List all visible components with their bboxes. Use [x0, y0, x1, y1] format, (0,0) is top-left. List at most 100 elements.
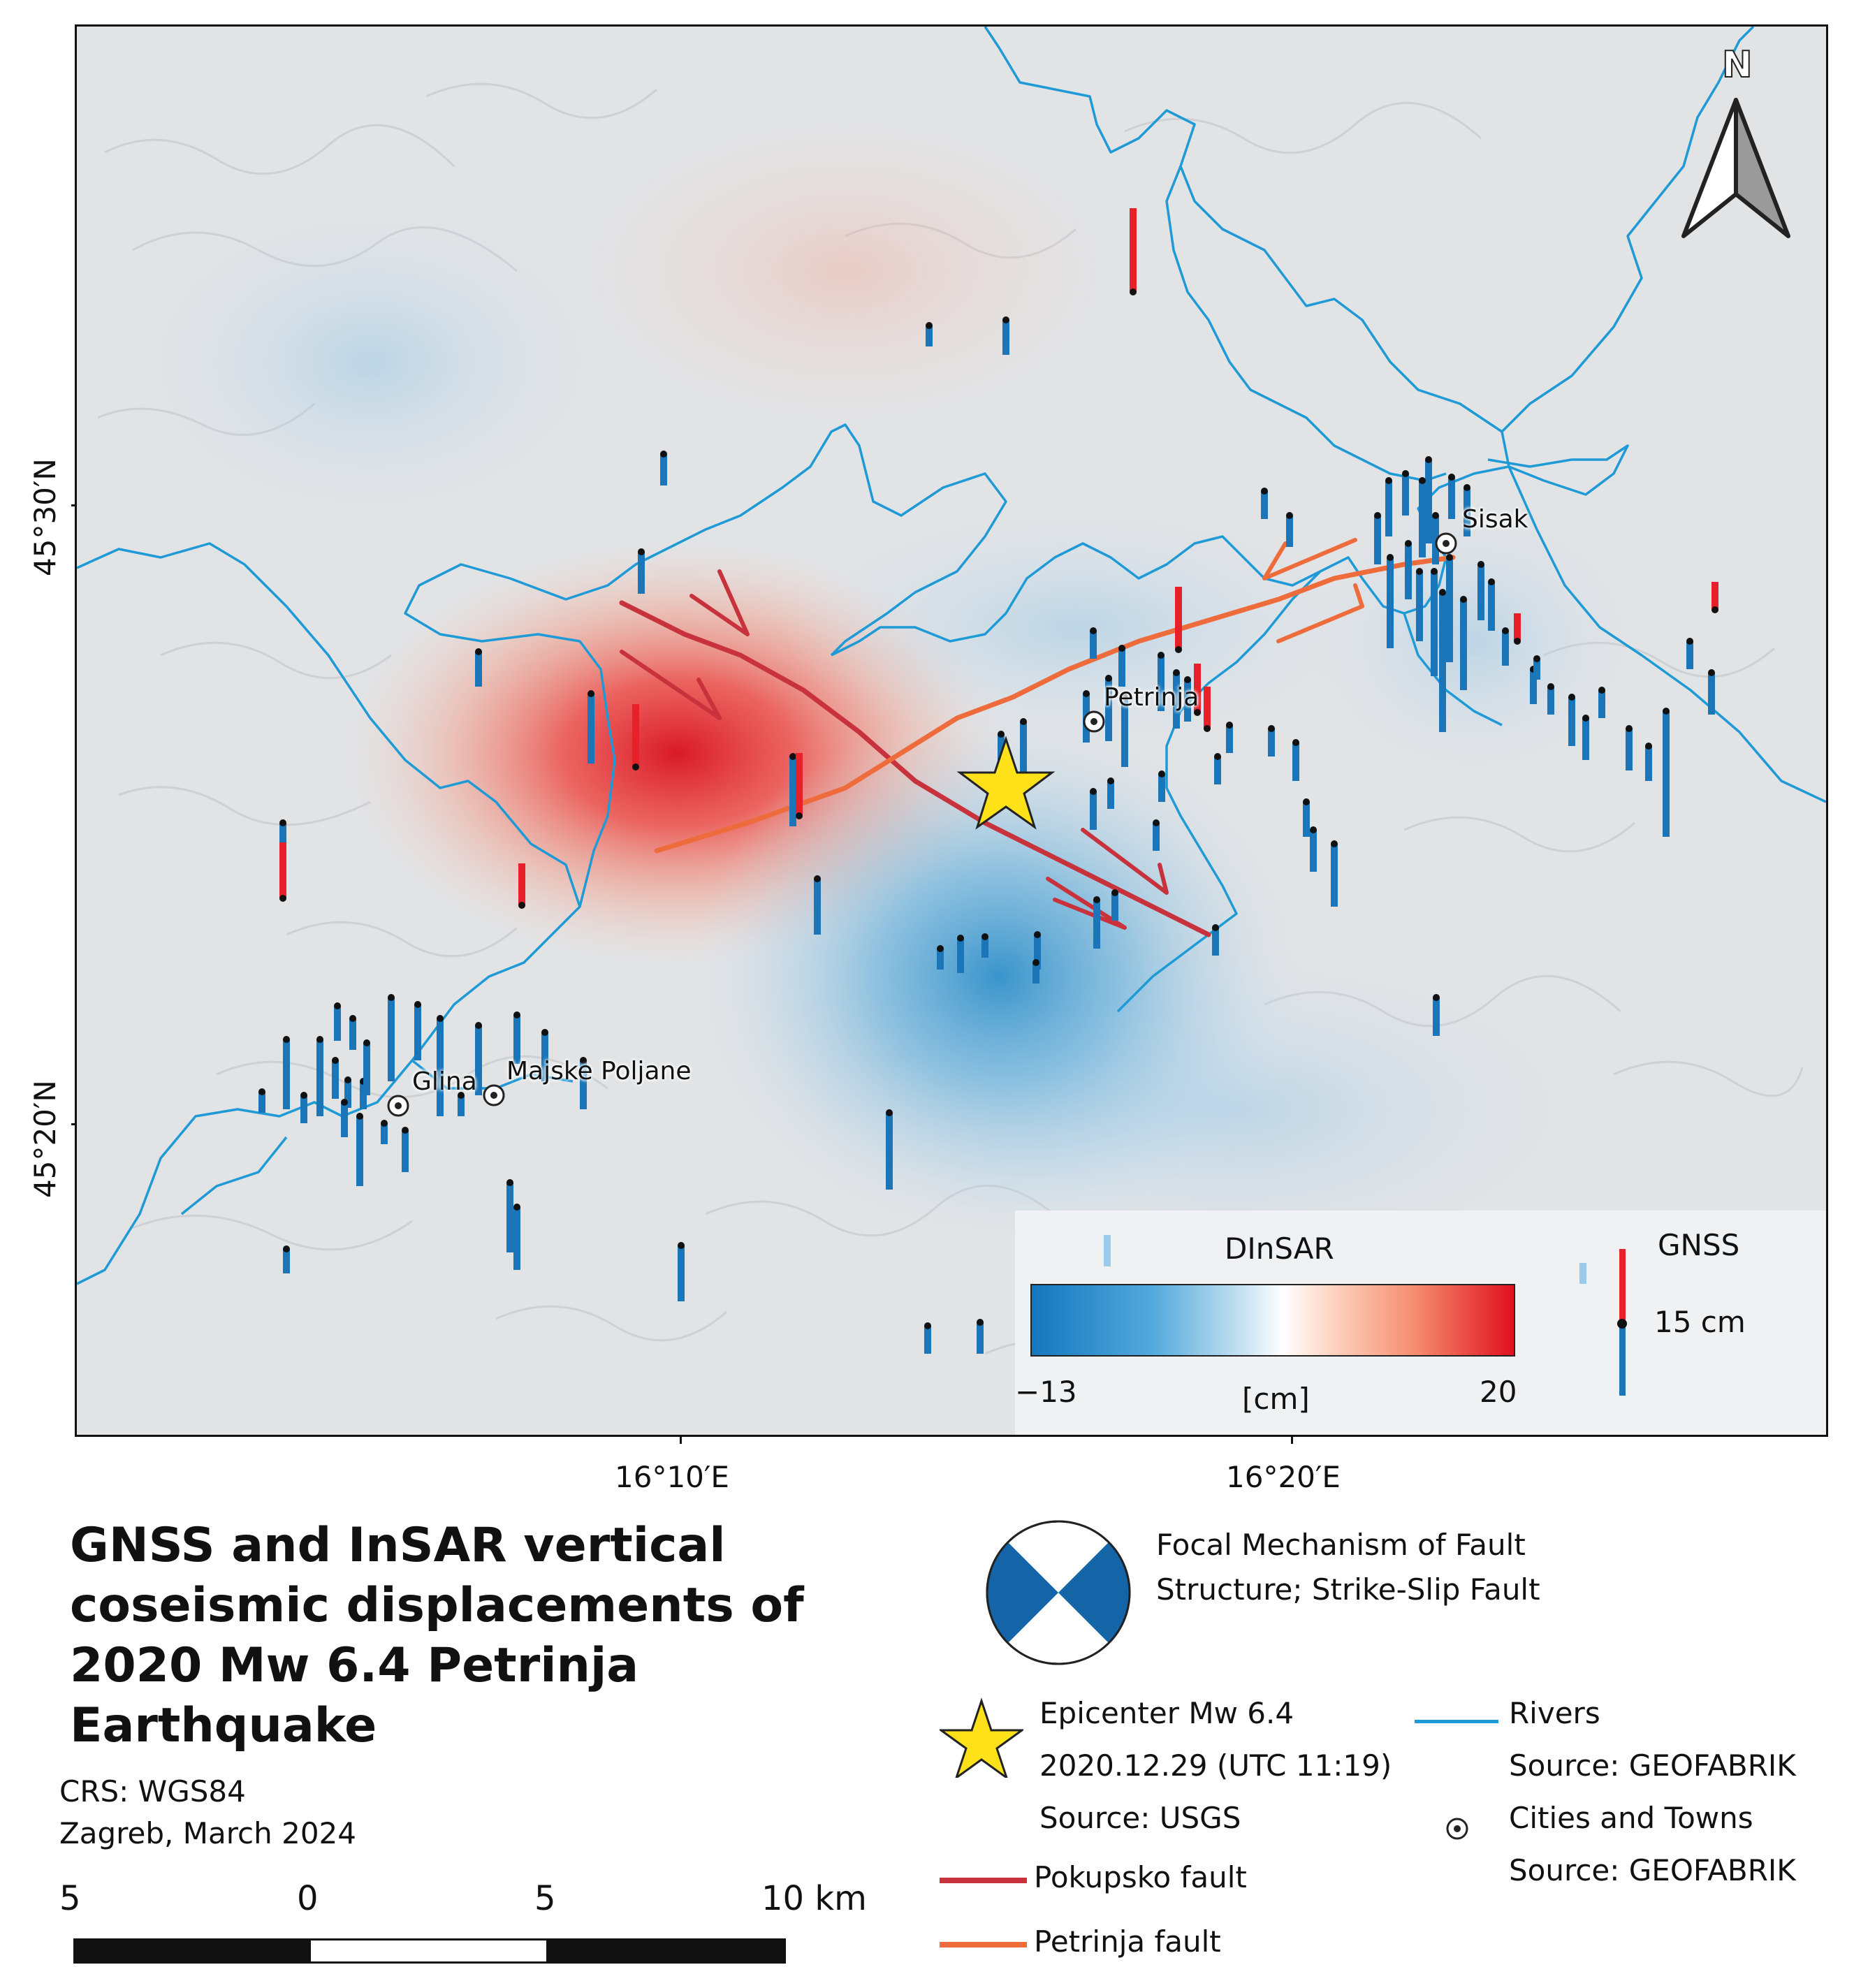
gnss-station-dot [1292, 739, 1299, 746]
gnss-station-dot [1153, 819, 1160, 826]
gnss-station-dot [1105, 675, 1112, 682]
gnss-uplift-bar [1204, 687, 1211, 729]
gnss-subsidence-bar [1645, 746, 1652, 781]
dinsar-legend-title: DInSAR [1225, 1231, 1334, 1266]
gnss-subsidence-bar [1502, 631, 1509, 666]
gnss-station-dot [789, 753, 796, 760]
dinsar-subsidence-north [782, 502, 1369, 753]
gnss-subsidence-bar [814, 879, 821, 935]
gnss-station-dot [1226, 722, 1233, 729]
gnss-subsidence-bar [1268, 729, 1275, 757]
scale-label: 5 [59, 1879, 81, 1918]
north-arrow-label: N [1721, 43, 1753, 87]
place-label-sisak: Sisak [1462, 505, 1528, 534]
gnss-station-dot [1663, 708, 1670, 715]
gnss-subsidence-bar [1121, 697, 1128, 767]
gnss-station-dot [998, 731, 1005, 738]
petrinja-legend-label: Petrinja fault [1034, 1924, 1221, 1959]
gnss-subsidence-bar [1292, 743, 1299, 781]
gnss-uplift-bar [1175, 587, 1182, 650]
gnss-subsidence-bar [1460, 599, 1467, 690]
lon-tick-mark [680, 1437, 682, 1444]
lon-tick-label: 16°10′E [615, 1460, 729, 1494]
gnss-legend-station-dot [1617, 1319, 1627, 1329]
gnss-subsidence-bar [513, 1207, 520, 1270]
scale-label: 10 km [761, 1879, 867, 1918]
gnss-station-dot [258, 1088, 265, 1095]
gnss-station-dot [341, 1099, 348, 1106]
gnss-station-dot [926, 322, 933, 329]
gnss-station-dot [1130, 288, 1137, 295]
gnss-subsidence-bar [1286, 516, 1293, 547]
gnss-subsidence-bar [1582, 718, 1589, 760]
gnss-subsidence-bar [1530, 669, 1537, 704]
gnss-station-dot [957, 935, 964, 942]
pokupsko-legend-label: Pokupsko fault [1034, 1860, 1247, 1894]
town-marker-icon [387, 1095, 409, 1117]
gnss-subsidence-bar [1158, 774, 1165, 802]
focal-mechanism-icon [986, 1520, 1131, 1665]
gnss-subsidence-bar [957, 938, 964, 973]
gnss-subsidence-bar [1261, 491, 1268, 519]
lat-tick-label: 45°20′N [28, 1080, 62, 1198]
place-label-glina: Glina [412, 1067, 477, 1096]
gnss-station-dot [1598, 687, 1605, 694]
gnss-station-dot [475, 648, 482, 655]
epicenter-legend-line1: Epicenter Mw 6.4 [1039, 1696, 1294, 1730]
gnss-station-dot [1568, 694, 1575, 701]
gnss-station-dot [1464, 484, 1470, 491]
gnss-legend-up-bar [1619, 1249, 1626, 1322]
gnss-subsidence-bar [678, 1245, 685, 1301]
gnss-station-dot [1432, 512, 1439, 519]
gnss-subsidence-bar [506, 1183, 513, 1252]
gnss-subsidence-bar [1547, 687, 1554, 715]
gnss-station-dot [316, 1036, 323, 1043]
gnss-subsidence-bar [414, 1004, 421, 1060]
gnss-station-dot [587, 690, 594, 697]
gnss-subsidence-bar [1385, 481, 1392, 536]
gnss-subsidence-bar [1708, 673, 1715, 715]
gnss-station-dot [1118, 645, 1125, 652]
gnss-station-dot [1002, 316, 1009, 323]
gnss-station-dot [981, 933, 988, 940]
gnss-subsidence-bar [1303, 802, 1310, 837]
map-frame: Sisak Petrinja Glina Majske Poljane N DI… [75, 24, 1828, 1437]
gnss-station-dot [388, 994, 395, 1001]
dinsar-colorbar [1030, 1284, 1515, 1357]
gnss-subsidence-bar [1626, 729, 1633, 770]
gnss-subsidence-bar [1226, 725, 1233, 753]
gnss-station-dot [580, 1057, 587, 1064]
gnss-subsidence-bar [1405, 543, 1412, 599]
gnss-uplift-bar [279, 842, 286, 898]
gnss-station-dot [1645, 743, 1652, 750]
lon-tick-label: 16°20′E [1226, 1460, 1341, 1494]
gnss-station-dot [814, 875, 821, 882]
gnss-station-dot [1268, 725, 1275, 732]
focal-mechanism-label: Focal Mechanism of Fault Structure; Stri… [1156, 1528, 1540, 1607]
gnss-station-dot [1387, 554, 1394, 561]
gnss-station-dot [1158, 652, 1165, 659]
gnss-subsidence-bar [334, 1006, 341, 1041]
gnss-subsidence-bar [977, 1322, 984, 1354]
gnss-subsidence-bar [332, 1060, 339, 1099]
petrinja-fault [654, 555, 1456, 854]
gnss-subsidence-bar [1107, 781, 1114, 809]
gnss-subsidence-bar [356, 1116, 363, 1186]
gnss-station-dot [356, 1113, 363, 1120]
gnss-station-dot [1286, 512, 1293, 519]
cities-legend-label: Cities and Towns [1509, 1801, 1753, 1835]
gnss-station-dot [1303, 798, 1310, 805]
gnss-station-dot [518, 902, 525, 909]
gnss-subsidence-bar [475, 1025, 482, 1095]
gnss-subsidence-bar [1448, 477, 1455, 519]
gnss-subsidence-bar [660, 454, 667, 485]
gnss-station-dot [332, 1057, 339, 1064]
gnss-subsidence-bar [1533, 659, 1540, 680]
gnss-subsidence-bar [283, 1039, 290, 1109]
gnss-subsidence-bar [1598, 690, 1605, 718]
epicenter-legend-star-icon [940, 1697, 1023, 1778]
gnss-subsidence-bar [981, 937, 988, 958]
gnss-subsidence-bar [1310, 830, 1317, 872]
north-arrow-icon [1681, 98, 1790, 238]
gnss-station-dot [886, 1109, 893, 1116]
